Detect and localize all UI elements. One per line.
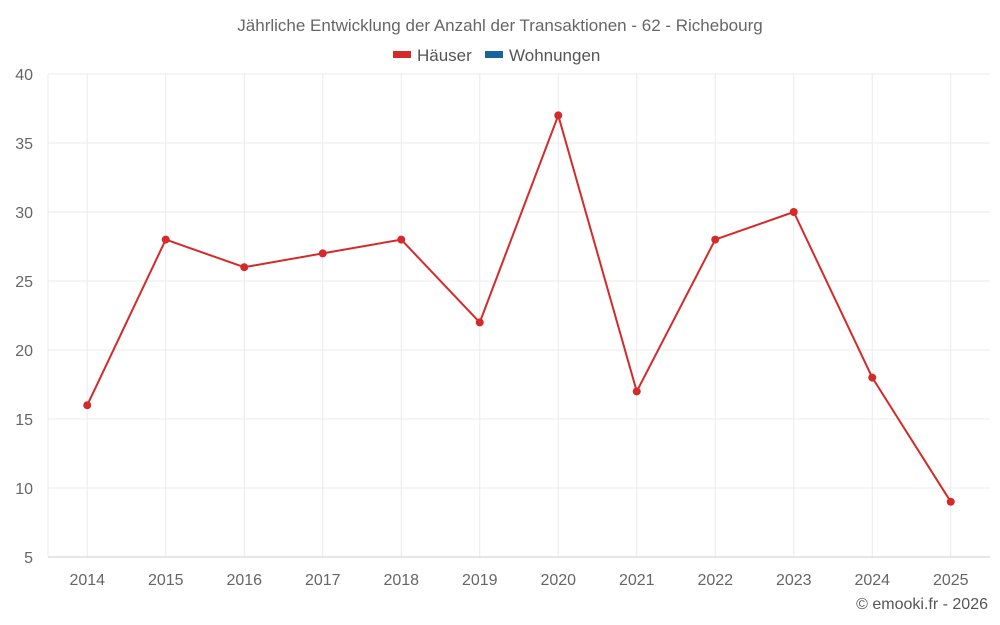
legend-label-haeuser: Häuser <box>417 46 472 65</box>
legend-item-haeuser[interactable]: Häuser <box>393 46 472 65</box>
y-tick-label: 25 <box>15 274 33 291</box>
y-tick-label: 30 <box>15 205 33 222</box>
y-tick-label: 10 <box>15 481 33 498</box>
series-haeuser <box>83 111 955 506</box>
x-tick-label: 2022 <box>697 572 733 589</box>
legend-item-wohnungen[interactable]: Wohnungen <box>485 46 600 65</box>
data-point-2020[interactable] <box>554 111 563 120</box>
data-point-2024[interactable] <box>868 373 877 382</box>
credit-text: © emooki.fr - 2026 <box>856 596 988 613</box>
data-point-2025[interactable] <box>946 497 955 506</box>
y-tick-label: 15 <box>15 412 33 429</box>
x-tick-label: 2023 <box>776 572 812 589</box>
chart-title: Jährliche Entwicklung der Anzahl der Tra… <box>237 16 762 35</box>
x-tick-label: 2020 <box>540 572 576 589</box>
data-point-2021[interactable] <box>632 387 641 396</box>
grid-lines <box>47 73 990 557</box>
legend-swatch-wohnungen <box>485 51 503 58</box>
legend-swatch-haeuser <box>393 51 411 58</box>
x-axis: 2014 2015 2016 2017 2018 2019 2020 2021 2022 2023… <box>48 556 990 589</box>
data-point-2023[interactable] <box>789 208 798 216</box>
x-tick-label: 2019 <box>462 572 498 589</box>
y-tick-label: 40 <box>15 67 33 84</box>
data-point-2015[interactable] <box>161 235 170 244</box>
x-tick-label: 2021 <box>619 572 655 589</box>
legend: Häuser Wohnungen <box>393 46 600 65</box>
x-tick-label: 2018 <box>383 572 419 589</box>
data-point-2022[interactable] <box>711 235 720 244</box>
data-point-2014[interactable] <box>83 401 92 410</box>
data-point-2018[interactable] <box>397 235 406 244</box>
data-point-2017[interactable] <box>318 249 327 258</box>
legend-label-wohnungen: Wohnungen <box>509 46 600 65</box>
series-line <box>86 114 952 503</box>
x-tick-label: 2017 <box>305 572 341 589</box>
y-tick-label: 5 <box>24 550 33 567</box>
y-tick-label: 20 <box>15 343 33 360</box>
x-tick-label: 2016 <box>226 572 262 589</box>
data-point-2019[interactable] <box>475 318 484 327</box>
x-tick-label: 2015 <box>148 572 184 589</box>
y-axis: 5 10 15 20 25 30 35 40 <box>15 67 33 567</box>
y-tick-label: 35 <box>15 136 33 153</box>
x-tick-label: 2014 <box>69 572 105 589</box>
data-point-2016[interactable] <box>240 263 249 272</box>
x-tick-label: 2024 <box>854 572 890 589</box>
x-tick-label: 2025 <box>933 572 969 589</box>
